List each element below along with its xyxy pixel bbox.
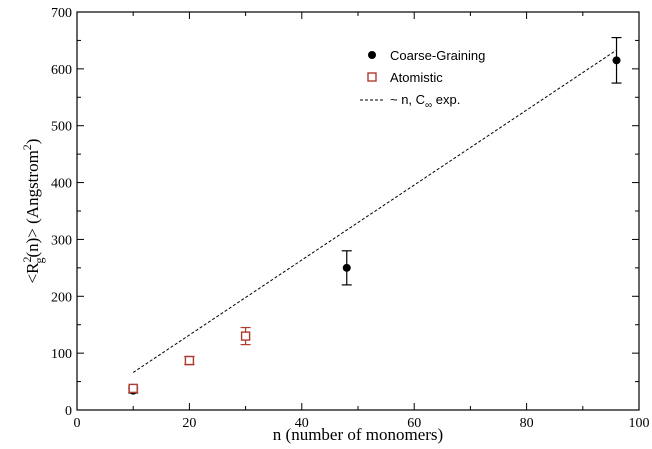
legend-marker-coarse-graining (368, 51, 376, 59)
legend: Coarse-Graining Atomistic ~ n, C∞ exp. (360, 48, 485, 111)
data-point-atomistic (184, 355, 195, 366)
legend-label-coarse-graining: Coarse-Graining (390, 48, 485, 63)
data-point-coarse-graining (612, 56, 621, 65)
y-tick-label: 400 (51, 177, 72, 192)
data-point-atomistic (240, 331, 251, 341)
x-tick-label: 20 (182, 416, 196, 431)
x-tick-label: 0 (74, 416, 81, 431)
y-tick-label: 200 (51, 290, 72, 305)
y-tick-label: 700 (51, 6, 72, 21)
data-point-coarse-graining (342, 263, 351, 272)
y-tick-label: 100 (51, 347, 72, 362)
fit-lines (132, 49, 617, 373)
x-tick-label: 60 (407, 416, 421, 431)
y-tick-label: 600 (51, 63, 72, 78)
y-axis-title: <R2g(n)> (Angstrom2) (20, 139, 46, 284)
data-points (128, 36, 622, 395)
data-point-atomistic (128, 383, 138, 394)
x-tick-label: 80 (520, 416, 534, 431)
plot-frame (76, 11, 640, 411)
y-tick-label: 0 (65, 404, 72, 419)
axis-tick-labels: 0 20 40 60 80 100 0 100 200 300 400 500 600 700 (51, 6, 650, 431)
y-tick-label: 300 (51, 233, 72, 248)
legend-label-fit-line: ~ n, C∞ exp. (390, 92, 460, 111)
fit-line (132, 49, 617, 373)
x-tick-label: 100 (629, 416, 650, 431)
legend-label-atomistic: Atomistic (390, 70, 443, 85)
y-tick-label: 500 (51, 120, 72, 135)
x-axis-title: n (number of monomers) (273, 425, 443, 444)
x-tick-label: 40 (295, 416, 309, 431)
axis-ticks (76, 11, 640, 411)
legend-marker-atomistic (367, 72, 377, 82)
